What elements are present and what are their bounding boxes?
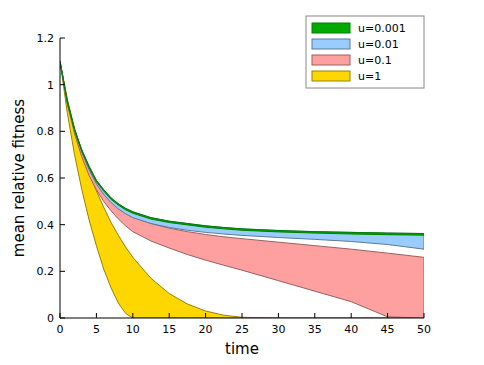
x-tick [96,313,97,318]
x-tick-label: 5 [93,323,100,336]
band [60,61,424,318]
y-tick [60,318,65,319]
x-tick-label: 50 [417,323,431,336]
band [60,61,424,249]
legend-label: u=0.001 [358,22,406,35]
legend: u=0.001 u=0.01 u=0.1 u=1 [306,16,424,88]
chart: 0 5 10 15 20 25 30 35 40 45 50 0 0.2 0.4 0.6 0.8 1 1.2 tim… [0,0,484,365]
legend-box [306,16,424,88]
x-tick-label: 0 [57,323,64,336]
y-tick-label: 1 [47,79,54,92]
y-tick-label: 0.4 [37,219,55,232]
legend-swatch [312,23,350,33]
y-tick-label: 1.2 [37,32,55,45]
x-tick [132,313,133,318]
x-tick [242,313,243,318]
x-tick [278,313,279,318]
x-tick-label: 15 [162,323,176,336]
x-tick-label: 25 [235,323,249,336]
x-tick-label: 35 [308,323,322,336]
legend-swatch [312,55,350,65]
x-tick-label: 10 [126,323,140,336]
y-tick-label: 0.8 [37,125,55,138]
x-tick [169,313,170,318]
band [60,61,424,318]
y-tick [60,38,65,39]
y-tick-label: 0.6 [37,172,55,185]
x-tick-label: 40 [344,323,358,336]
y-tick [60,84,65,85]
legend-label: u=1 [358,70,381,83]
x-tick [387,313,388,318]
y-tick [60,131,65,132]
x-axis-label: time [225,340,259,358]
legend-label: u=0.01 [358,38,399,51]
x-tick [351,313,352,318]
x-tick-label: 30 [271,323,285,336]
y-axis-label: mean relative fitness [10,99,28,258]
y-tick-label: 0.2 [37,265,55,278]
x-tick [60,313,61,318]
bands [60,61,424,318]
legend-label: u=0.1 [358,54,392,67]
x-tick-label: 45 [381,323,395,336]
y-tick [60,224,65,225]
x-tick [424,313,425,318]
y-tick [60,178,65,179]
y-tick [60,271,65,272]
x-tick [205,313,206,318]
legend-swatch [312,71,350,81]
legend-swatch [312,39,350,49]
x-tick [314,313,315,318]
x-tick-label: 20 [199,323,213,336]
y-tick-label: 0 [47,312,54,325]
